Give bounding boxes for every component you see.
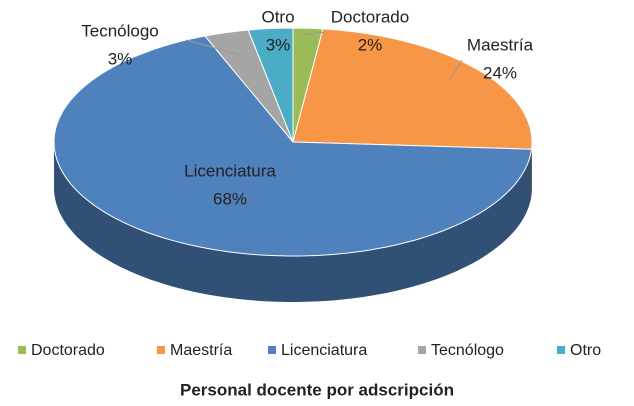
slice-side [54, 142, 532, 302]
data-label: Maestría [467, 35, 534, 54]
slice-side [531, 142, 532, 196]
legend-label: Tecnólogo [431, 342, 504, 359]
data-label: Otro [261, 7, 294, 26]
legend-swatch [268, 346, 276, 354]
legend-swatch [557, 346, 565, 354]
slice [53, 35, 533, 257]
data-label-value: 2% [358, 35, 383, 54]
legend-swatch [18, 346, 26, 354]
data-label: Licenciatura [184, 161, 276, 180]
data-label-value: 3% [266, 35, 291, 54]
data-label-value: 68% [213, 189, 247, 208]
slice [292, 28, 533, 150]
data-label-value: 3% [108, 49, 133, 68]
legend-swatch [418, 346, 426, 354]
leader-line [301, 31, 326, 36]
slice [204, 29, 294, 143]
data-label: Doctorado [331, 7, 409, 26]
data-label-value: 24% [483, 63, 517, 82]
leader-line [449, 59, 463, 81]
legend-label: Licenciatura [281, 342, 367, 359]
legend-label: Maestría [170, 342, 232, 359]
slice [247, 27, 294, 143]
legend-label: Doctorado [31, 342, 105, 359]
legend-label: Otro [570, 342, 601, 359]
data-label: Tecnólogo [81, 21, 159, 40]
legend-swatch [157, 346, 165, 354]
chart-title: Personal docente por adscripción [180, 380, 454, 399]
leader-line [185, 39, 241, 56]
